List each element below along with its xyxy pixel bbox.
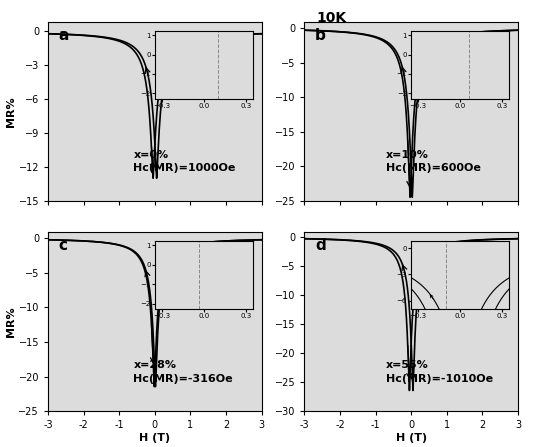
Text: d: d [315, 238, 326, 253]
Text: x=0%
Hc(MR)=1000Oe: x=0% Hc(MR)=1000Oe [134, 150, 236, 173]
Text: x=55%
Hc(MR)=-1010Oe: x=55% Hc(MR)=-1010Oe [386, 360, 493, 384]
Y-axis label: MR%: MR% [6, 307, 15, 337]
Text: x=10%
Hc(MR)=600Oe: x=10% Hc(MR)=600Oe [386, 150, 481, 173]
X-axis label: H (T): H (T) [396, 433, 427, 443]
Y-axis label: MR%: MR% [6, 97, 16, 127]
Text: 10K: 10K [316, 11, 346, 25]
Text: x=28%
Hc(MR)=-316Oe: x=28% Hc(MR)=-316Oe [134, 360, 233, 384]
Text: c: c [59, 238, 68, 253]
Text: a: a [59, 28, 69, 43]
X-axis label: H (T): H (T) [139, 433, 170, 443]
Text: b: b [315, 28, 326, 43]
